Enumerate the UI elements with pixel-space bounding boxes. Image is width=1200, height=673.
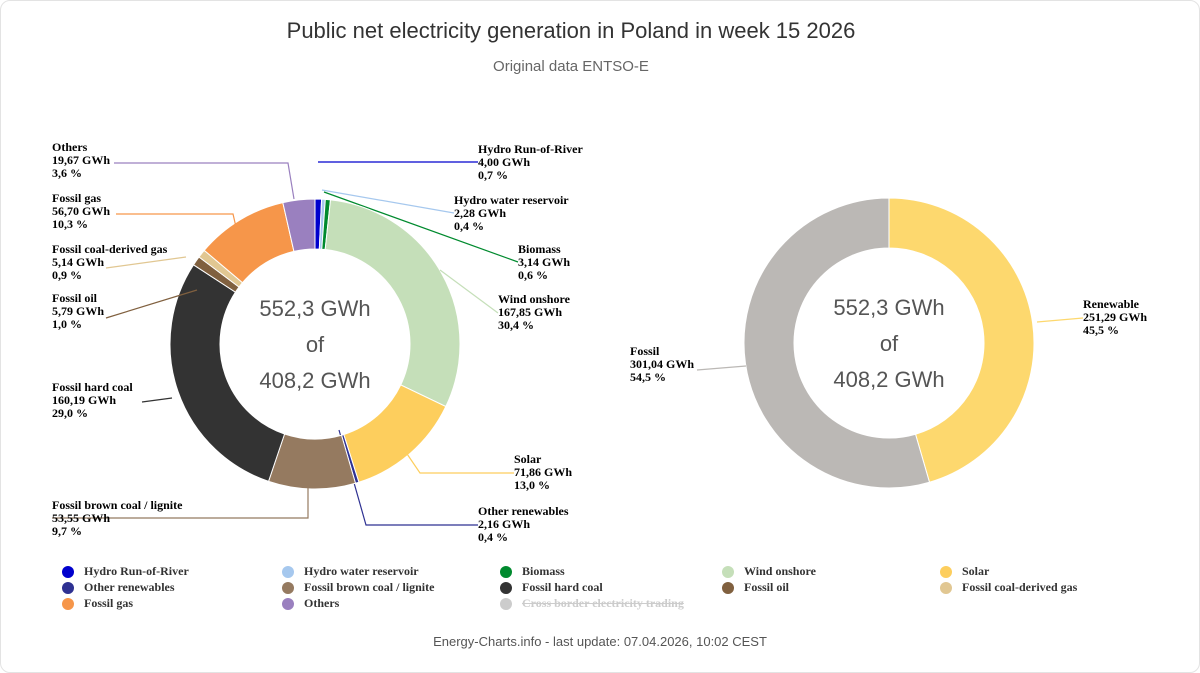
legend-label: Fossil oil [744, 580, 790, 594]
center-total: 552,3 GWh of 408,2 GWh [833, 295, 944, 392]
legend-item-hydro-water-reservoir[interactable]: Hydro water reservoir [282, 564, 419, 579]
legend-item-wind-onshore[interactable]: Wind onshore [722, 564, 816, 579]
legend-item-fossil-brown-coal-lignite[interactable]: Fossil brown coal / lignite [282, 580, 434, 595]
connector-fossil-hard-coal [141, 397, 173, 403]
connector-wind-onshore [439, 269, 499, 314]
chart-title: Public net electricity generation in Pol… [286, 18, 856, 43]
label-fossil-hard-coal: Fossil hard coal 160,19 GWh 29,0 % [52, 380, 133, 420]
legend-label: Hydro water reservoir [304, 564, 419, 578]
legend-item-fossil-oil[interactable]: Fossil oil [722, 580, 789, 595]
label-hydro-run-of-river: Hydro Run-of-River 4,00 GWh 0,7 % [478, 142, 583, 182]
legend-marker [282, 597, 294, 610]
legend-item-cross-border-electricity-trading[interactable]: Cross border electricity trading [500, 596, 684, 611]
legend-label: Others [304, 596, 340, 610]
connector-fossil-gas [116, 213, 237, 228]
slice-solar[interactable] [343, 384, 447, 483]
pie-renewable-vs-fossil: Renewable 251,29 GWh 45,5 % Fossil 301,04 GW… [630, 197, 1147, 489]
legend-marker [282, 565, 294, 578]
chart-subtitle: Original data ENTSO-E [493, 58, 649, 75]
legend-label: Fossil gas [84, 596, 134, 610]
legend-label: Hydro Run-of-River [84, 564, 189, 578]
label-others: Others 19,67 GWh 3,6 % [52, 140, 110, 180]
legend-marker [940, 565, 952, 578]
pie-sources: Hydro Run-of-River 4,00 GWh 0,7 % Hydro wat… [52, 140, 583, 544]
legend-label: Solar [962, 564, 990, 578]
legend-marker [282, 581, 294, 594]
label-hydro-water-reservoir: Hydro water reservoir 2,28 GWh 0,4 % [454, 193, 569, 233]
legend-item-hydro-run-of-river[interactable]: Hydro Run-of-River [62, 564, 189, 579]
connector-solar [402, 447, 514, 474]
connector-renewable [1036, 317, 1084, 323]
label-fossil-oil: Fossil oil 5,79 GWh 1,0 % [52, 291, 104, 331]
label-biomass: Biomass 3,14 GWh 0,6 % [518, 242, 570, 282]
slice-fossil-hard-coal[interactable] [169, 264, 286, 482]
legend-label: Fossil coal-derived gas [962, 580, 1078, 594]
legend-item-fossil-hard-coal[interactable]: Fossil hard coal [500, 580, 603, 595]
legend-label: Fossil brown coal / lignite [304, 580, 435, 594]
legend-item-solar[interactable]: Solar [940, 564, 989, 579]
label-wind-onshore: Wind onshore 167,85 GWh 30,4 % [498, 292, 571, 332]
connector-fossil [696, 365, 747, 371]
legend-marker [722, 565, 734, 578]
legend: Hydro Run-of-River Hydro water reservoir B… [62, 564, 1162, 612]
legend-label: Fossil hard coal [522, 580, 603, 594]
credits[interactable]: Energy-Charts.info - last update: 07.04.… [433, 634, 767, 649]
center-total: 552,3 GWh of 408,2 GWh [259, 296, 370, 393]
slice-renewable[interactable] [888, 197, 1035, 483]
connector-biomass [323, 191, 519, 263]
slice-others[interactable] [282, 198, 316, 252]
label-fossil-gas: Fossil gas 56,70 GWh 10,3 % [52, 191, 110, 231]
legend-item-fossil-coal-derived-gas[interactable]: Fossil coal-derived gas [940, 580, 1077, 595]
legend-label: Cross border electricity trading [522, 596, 684, 610]
label-other-renewables: Other renewables 2,16 GWh 0,4 % [478, 504, 569, 544]
connector-fossil-oil [105, 289, 198, 319]
legend-item-other-renewables[interactable]: Other renewables [62, 580, 175, 595]
legend-marker [62, 581, 74, 594]
legend-label: Other renewables [84, 580, 175, 594]
legend-label: Wind onshore [744, 564, 816, 578]
label-fossil-brown-coal-lignite: Fossil brown coal / lignite 53,55 GWh 9,7 … [52, 498, 183, 538]
label-fossil-coal-derived-gas: Fossil coal-derived gas 5,14 GWh 0,9 % [52, 242, 168, 282]
legend-label: Biomass [522, 564, 565, 578]
legend-marker [500, 565, 512, 578]
label-solar: Solar 71,86 GWh 13,0 % [514, 452, 572, 492]
label-renewable: Renewable 251,29 GWh 45,5 % [1083, 297, 1147, 337]
legend-marker [940, 581, 952, 594]
legend-item-fossil-gas[interactable]: Fossil gas [62, 596, 133, 611]
legend-marker [500, 597, 512, 610]
legend-marker [722, 581, 734, 594]
legend-marker [500, 581, 512, 594]
label-fossil: Fossil 301,04 GWh 54,5 % [630, 344, 694, 384]
legend-item-biomass[interactable]: Biomass [500, 564, 565, 579]
connector-fossil-brown-coal-lignite [52, 488, 309, 519]
legend-marker [62, 565, 74, 578]
legend-item-others[interactable]: Others [282, 596, 339, 611]
connector-hydro-water-reservoir [321, 189, 455, 214]
connector-others [114, 162, 295, 200]
connector-fossil-coal-derived-gas [105, 256, 187, 269]
pie-charts: Hydro Run-of-River 4,00 GWh 0,7 % Hydro wat… [52, 140, 1147, 544]
slice-fossil[interactable] [743, 197, 931, 489]
slice-wind-onshore[interactable] [324, 199, 461, 408]
legend-marker [62, 597, 74, 610]
